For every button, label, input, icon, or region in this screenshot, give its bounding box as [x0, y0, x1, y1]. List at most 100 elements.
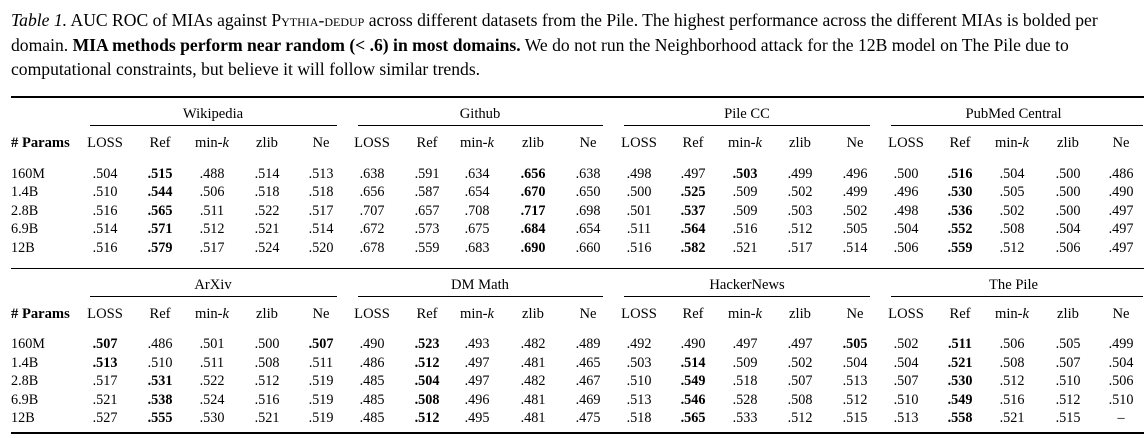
table-cell: .523 [414, 336, 440, 352]
table-cell: .521 [254, 410, 280, 426]
method-header: LOSS [621, 306, 657, 322]
table-cell: .465 [575, 355, 601, 371]
table-cell: .538 [147, 392, 173, 408]
domain-header: DM Math [451, 277, 509, 293]
table-cell: .516 [254, 392, 280, 408]
table-cell: .525 [680, 184, 706, 200]
table-cell: .519 [308, 410, 334, 426]
table-cell: .508 [999, 355, 1025, 371]
table-cell: .517 [787, 240, 813, 256]
table-cell: .657 [414, 203, 440, 219]
domain-underline [90, 125, 337, 126]
method-header: min-k [459, 135, 495, 151]
table-cell: .490 [680, 336, 706, 352]
table-cell: .498 [626, 166, 652, 182]
table-cell: .515 [147, 166, 173, 182]
table-cell: .492 [626, 336, 652, 352]
method-header: min-k [994, 306, 1030, 322]
table-cell: .515 [842, 410, 868, 426]
table-cell: .549 [947, 392, 973, 408]
table-cell: .504 [842, 355, 868, 371]
param-label: 2.8B [11, 373, 39, 389]
method-header: min-k [194, 306, 230, 322]
table-cell: .500 [1055, 166, 1081, 182]
table-cell: .559 [947, 240, 973, 256]
table-cell: .516 [92, 203, 118, 219]
table-cell: .516 [92, 240, 118, 256]
table-cell: .531 [147, 373, 173, 389]
table-cell: .527 [92, 410, 118, 426]
table-cell: .514 [680, 355, 706, 371]
method-header: Ne [579, 306, 597, 322]
table-cell: .555 [147, 410, 173, 426]
table-cell: .518 [732, 373, 758, 389]
table-cell: .486 [147, 336, 173, 352]
method-header: Ref [416, 306, 438, 322]
table-cell: .500 [254, 336, 280, 352]
table-cell: .675 [464, 221, 490, 237]
domain-underline [624, 125, 870, 126]
table-cell: .500 [626, 184, 652, 200]
table-cell: .496 [893, 184, 919, 200]
table-cell: .504 [893, 355, 919, 371]
table-cell: .521 [999, 410, 1025, 426]
table-cell: .513 [893, 410, 919, 426]
method-header: Ne [579, 135, 597, 151]
table-cell: .512 [842, 392, 868, 408]
table-cell: .656 [520, 166, 546, 182]
method-header: Ne [1112, 135, 1130, 151]
table-cell: .504 [1055, 221, 1081, 237]
table-cell: .524 [199, 392, 225, 408]
table-cell: .500 [893, 166, 919, 182]
table-cell: .486 [1108, 166, 1134, 182]
param-label: 12B [11, 410, 35, 426]
table-middle-rule [11, 268, 1144, 269]
table-cell: .511 [199, 203, 225, 219]
table-cell: .521 [947, 355, 973, 371]
table-cell: .683 [464, 240, 490, 256]
table-cell: .508 [414, 392, 440, 408]
table-cell: .510 [1108, 392, 1134, 408]
method-header: min-k [727, 306, 763, 322]
domain-header: Wikipedia [182, 106, 244, 122]
domain-header: ArXiv [194, 277, 232, 293]
table-cell: .512 [1055, 392, 1081, 408]
param-label: 160M [11, 336, 45, 352]
table-cell: .516 [999, 392, 1025, 408]
table-cell: .485 [359, 392, 385, 408]
table-cell: .504 [893, 221, 919, 237]
table-cell: .524 [254, 240, 280, 256]
table-cell: .684 [520, 221, 546, 237]
table-cell: .497 [732, 336, 758, 352]
table-cell: .717 [520, 203, 546, 219]
table-cell: .469 [575, 392, 601, 408]
caption-text-3: We do not run the Neighborhood attack fo… [11, 34, 1069, 80]
param-label: 1.4B [11, 184, 39, 200]
table-cell: .638 [359, 166, 385, 182]
method-header: Ref [149, 135, 171, 151]
table-cell: .513 [308, 166, 334, 182]
table-cell: .518 [308, 184, 334, 200]
table-cell: .660 [575, 240, 601, 256]
table-cell: .503 [787, 203, 813, 219]
table-cell: .508 [254, 355, 280, 371]
table-cell: .587 [414, 184, 440, 200]
table-cell: .528 [732, 392, 758, 408]
table-cell: .482 [520, 336, 546, 352]
table-cell: .537 [680, 203, 706, 219]
domain-header: PubMed Central [965, 106, 1062, 122]
table-cell: .512 [999, 240, 1025, 256]
table-caption: Table 1. AUC ROC of MIAs against Pythia-… [11, 8, 1143, 82]
table-cell: .638 [575, 166, 601, 182]
table-cell: .497 [680, 166, 706, 182]
table-cell: .504 [999, 166, 1025, 182]
table-cell: .530 [947, 373, 973, 389]
method-header: Ref [949, 135, 971, 151]
caption-model-name: Pythia-dedup [271, 10, 365, 30]
table-cell: .521 [254, 221, 280, 237]
param-label: 12B [11, 240, 35, 256]
caption-text-1: AUC ROC of MIAs against [67, 10, 272, 30]
method-header: min-k [727, 135, 763, 151]
table-cell: .564 [680, 221, 706, 237]
table-cell: .552 [947, 221, 973, 237]
